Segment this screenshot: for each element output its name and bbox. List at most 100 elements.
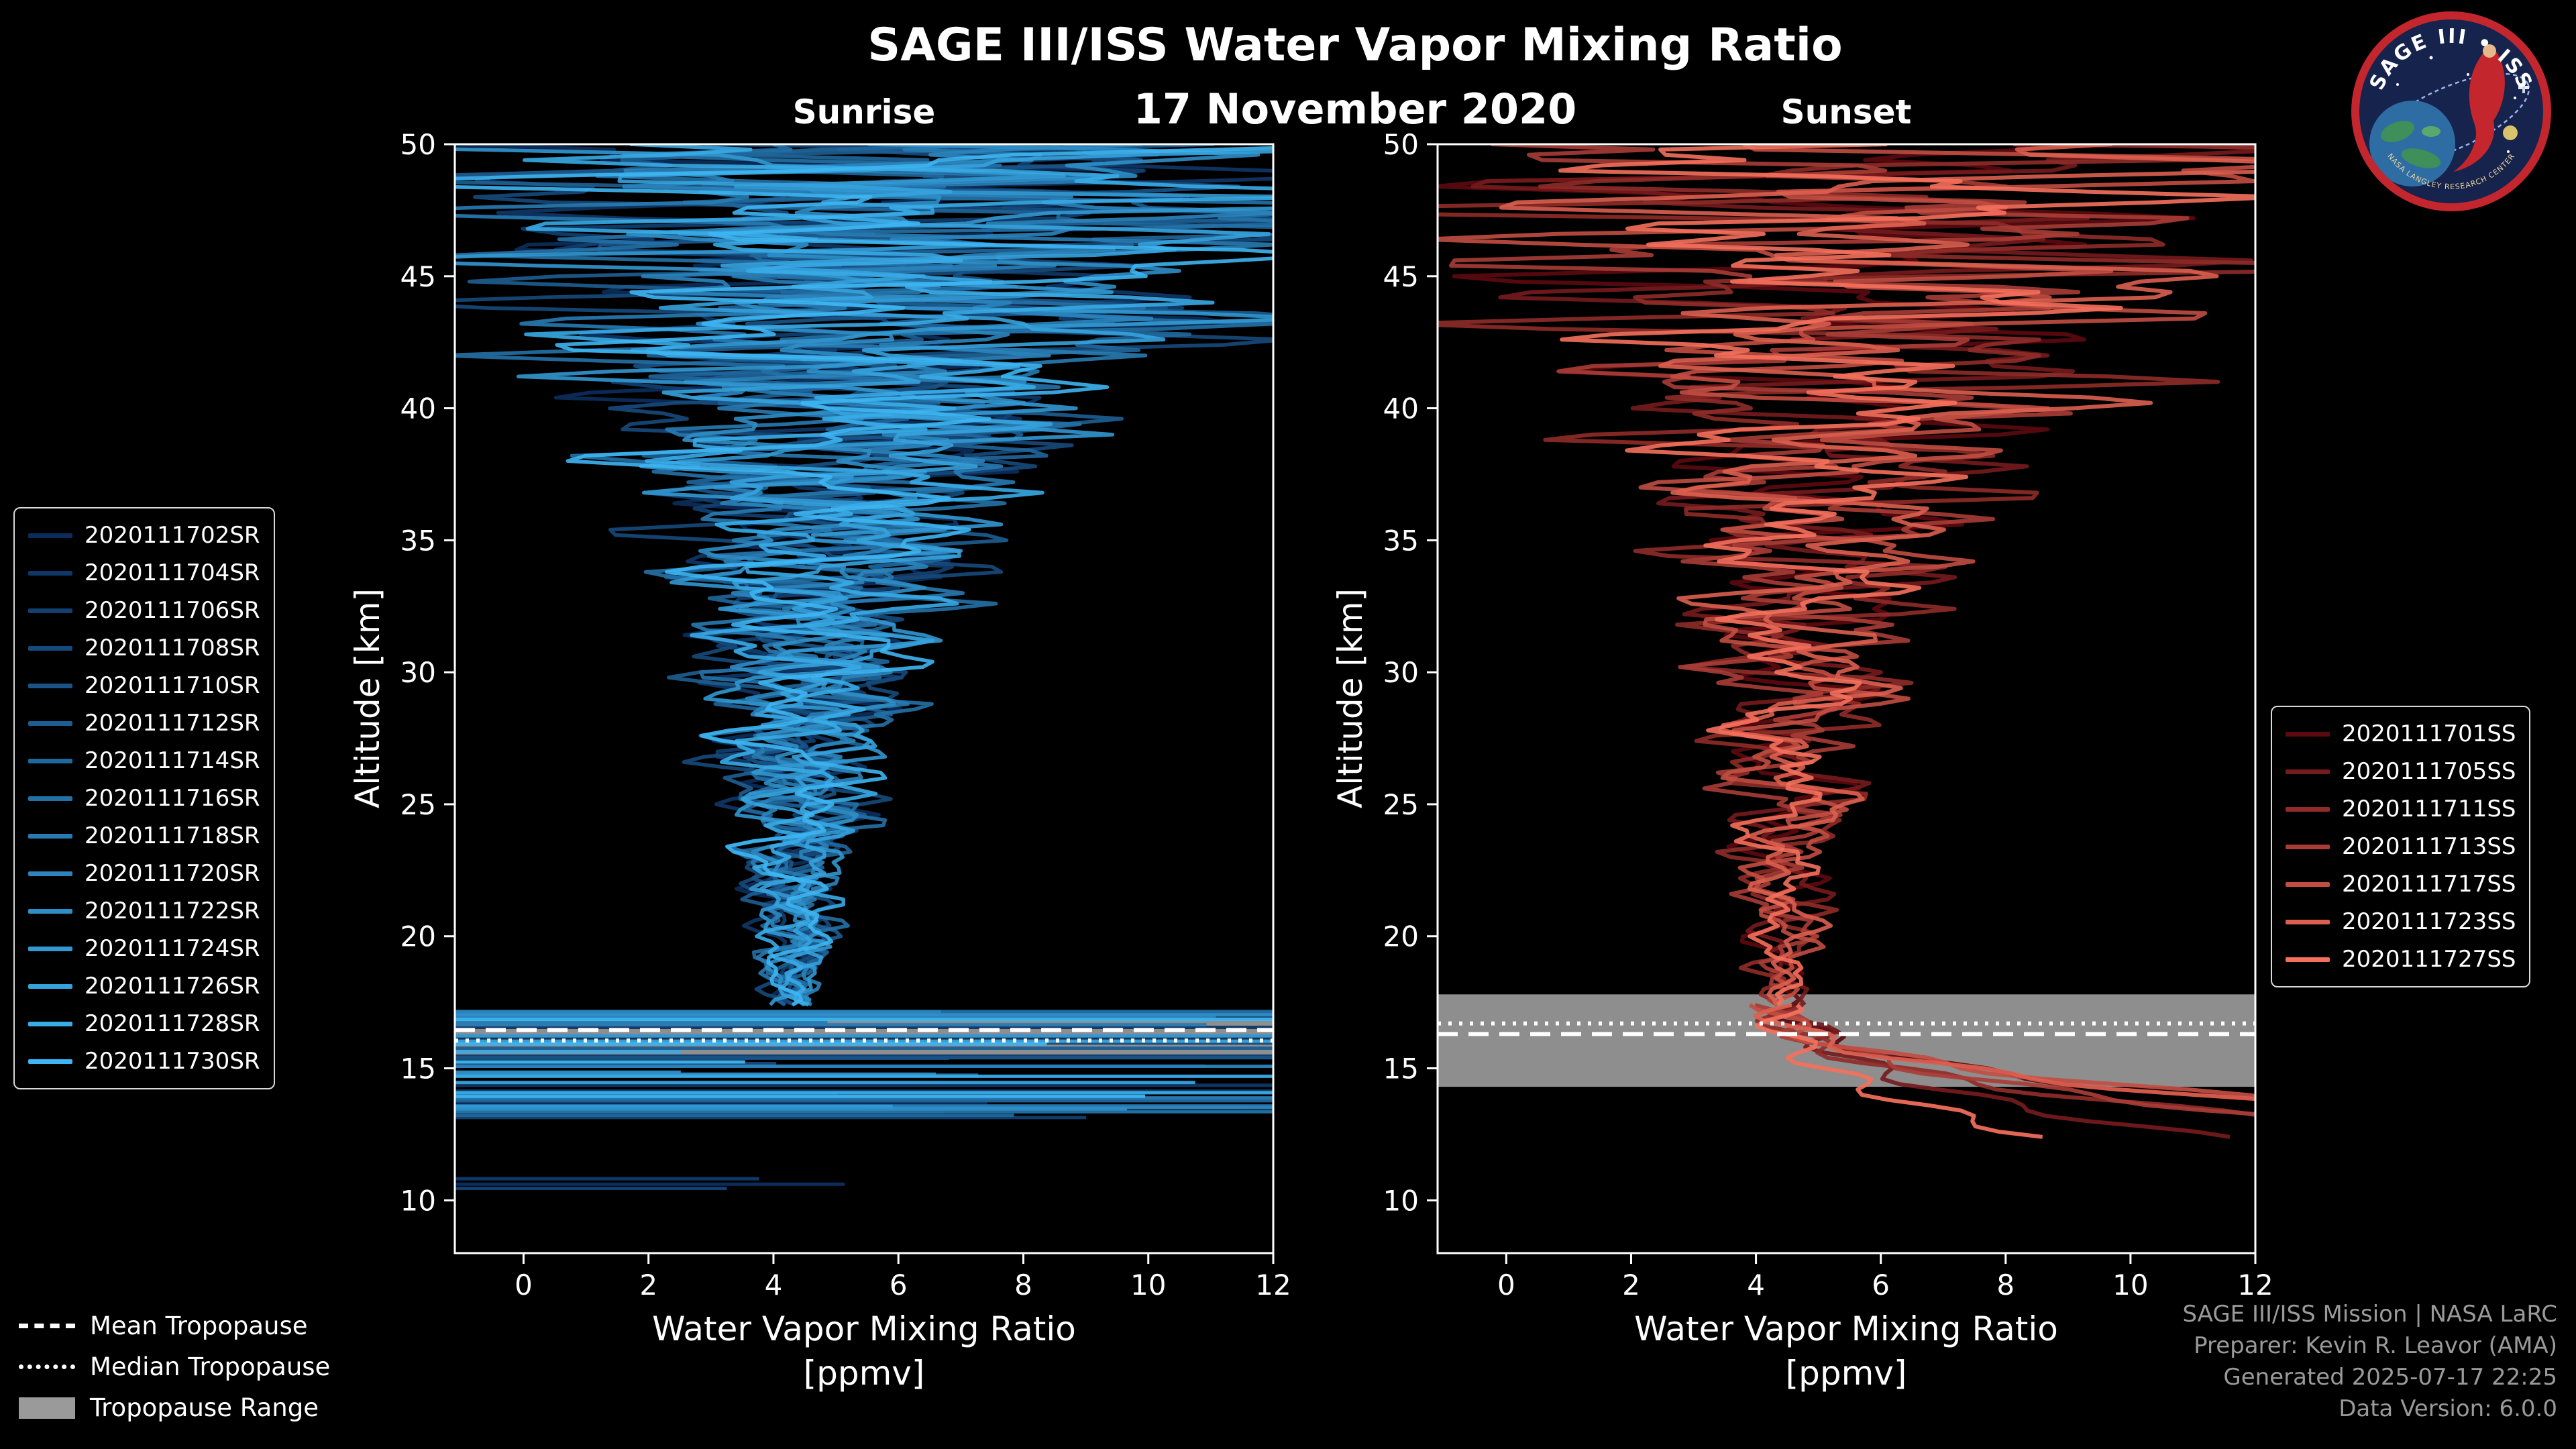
footer-data-version: Data Version: 6.0.0 [2339, 1395, 2557, 1422]
x-tick-label: 10 [1130, 1269, 1166, 1301]
legend-label: 2020111708SR [85, 635, 260, 661]
legend-item: 2020111716SR [28, 780, 260, 817]
legend-sunrise: 2020111702SR 2020111704SR 2020111706SR 2020… [13, 507, 275, 1089]
band-swatch [19, 1397, 75, 1419]
x-tick-label: 0 [1497, 1269, 1515, 1301]
profile-line [1499, 144, 2255, 1006]
legend-line-swatch [2286, 919, 2330, 924]
legend-label: 2020111705SS [2342, 758, 2516, 785]
xaxis-label-sunrise: Water Vapor Mixing Ratio [ppmv] [652, 1307, 1076, 1395]
profile-line [455, 146, 1273, 1007]
logo-figure-head [2483, 44, 2496, 58]
dashed-line-swatch [19, 1324, 75, 1328]
logo-moon [2503, 125, 2518, 140]
legend-label: 2020111723SS [2342, 908, 2516, 935]
legend-label: 2020111702SR [85, 522, 260, 549]
legend-item: 2020111730SR [28, 1042, 260, 1080]
xaxis-units: [ppmv] [1785, 1354, 1907, 1393]
x-tick-label: 2 [639, 1269, 657, 1301]
sage-iss-logo: SAGE III • ISS NASA LANGLEY RESEARCH CEN… [2351, 11, 2551, 211]
y-tick-label: 15 [1383, 1053, 1419, 1085]
tropopause-legend-label: Tropopause Range [90, 1393, 319, 1422]
legend-label: 2020111712SR [85, 710, 260, 737]
legend-item: 2020111724SR [28, 930, 260, 967]
legend-line-swatch [28, 720, 72, 726]
xaxis-label-text: Water Vapor Mixing Ratio [1634, 1309, 2058, 1348]
x-tick-label: 2 [1622, 1269, 1640, 1301]
page-title: SAGE III/ISS Water Vapor Mixing Ratio [867, 19, 1843, 72]
legend-label: 2020111714SR [85, 747, 260, 774]
y-tick-label: 35 [1383, 524, 1419, 557]
legend-label: 2020111710SR [85, 672, 260, 699]
legend-label: 2020111704SR [85, 559, 260, 586]
y-tick-label: 25 [400, 788, 436, 821]
figure-date: 17 November 2020 [1133, 85, 1577, 133]
legend-item: 2020111717SS [2286, 865, 2516, 903]
y-tick-label: 30 [400, 656, 436, 689]
logo-figure [2453, 48, 2505, 172]
legend-line-swatch [28, 645, 72, 651]
legend-line-swatch [28, 608, 72, 613]
yaxis-label-sunrise: Altitude [km] [348, 588, 387, 808]
y-tick-label: 10 [400, 1184, 436, 1217]
legend-item: 2020111704SR [28, 554, 260, 592]
legend-item: 2020111722SR [28, 892, 260, 930]
descending-tail [1754, 1003, 2255, 1117]
legend-item: 2020111701SS [2286, 715, 2516, 753]
legend-line-swatch [28, 570, 72, 576]
legend-line-swatch [28, 908, 72, 914]
legend-item: 2020111712SR [28, 704, 260, 742]
descending-tail [1754, 1003, 2255, 1116]
legend-line-swatch [2286, 731, 2330, 737]
logo-art [2369, 44, 2530, 186]
yaxis-label-sunset: Altitude [km] [1331, 588, 1370, 808]
y-tick-label: 25 [1383, 788, 1419, 821]
legend-line-swatch [28, 871, 72, 876]
legend-item: 2020111710SR [28, 667, 260, 704]
y-tick-label: 30 [1383, 656, 1419, 689]
legend-item: 2020111702SR [28, 517, 260, 554]
dotted-line-swatch [19, 1364, 75, 1369]
x-tick-label: 6 [1872, 1269, 1890, 1301]
legend-line-swatch [28, 758, 72, 763]
descending-tail [1748, 1003, 2255, 1098]
legend-label: 2020111711SS [2342, 796, 2516, 822]
y-tick-label: 45 [1383, 260, 1419, 293]
legend-item: 2020111713SS [2286, 828, 2516, 865]
legend-line-swatch [28, 1021, 72, 1026]
y-tick-label: 10 [1383, 1184, 1419, 1217]
x-tick-label: 12 [1255, 1269, 1291, 1301]
profile-line [455, 144, 1273, 1007]
legend-sunset: 2020111701SS 2020111705SS 2020111711SS 2020… [2271, 706, 2531, 987]
x-tick-label: 0 [515, 1269, 533, 1301]
legend-item: 2020111708SR [28, 629, 260, 667]
legend-item: 2020111711SS [2286, 790, 2516, 828]
legend-label: 2020111716SR [85, 785, 260, 812]
legend-line-swatch [28, 533, 72, 538]
legend-line-swatch [28, 983, 72, 989]
legend-line-swatch [28, 833, 72, 839]
legend-item: 2020111706SR [28, 592, 260, 629]
y-tick-label: 20 [400, 920, 436, 953]
xaxis-label-text: Water Vapor Mixing Ratio [652, 1309, 1076, 1348]
tropopause-legend-item: Mean Tropopause [19, 1305, 330, 1346]
profile-line [1558, 144, 2255, 1006]
x-tick-label: 12 [2237, 1269, 2273, 1301]
legend-line-swatch [2286, 769, 2330, 774]
descending-tail [1754, 1003, 2043, 1139]
y-tick-label: 50 [1383, 128, 1419, 161]
tropopause-legend: Mean Tropopause Median Tropopause Tropop… [19, 1305, 330, 1428]
footer-preparer: Preparer: Kevin R. Leavor (AMA) [2194, 1332, 2557, 1359]
legend-label: 2020111726SR [85, 973, 260, 1000]
profile-line [523, 144, 1273, 1007]
tropopause-legend-label: Median Tropopause [90, 1352, 331, 1381]
plot-area-sunset [1438, 144, 2255, 1139]
legend-label: 2020111706SR [85, 597, 260, 624]
footer-mission: SAGE III/ISS Mission | NASA LaRC [2182, 1301, 2557, 1328]
footer-generated: Generated 2025-07-17 22:25 [2223, 1364, 2557, 1391]
legend-item: 2020111727SS [2286, 941, 2516, 978]
legend-item: 2020111720SR [28, 855, 260, 892]
legend-label: 2020111720SR [85, 860, 260, 887]
